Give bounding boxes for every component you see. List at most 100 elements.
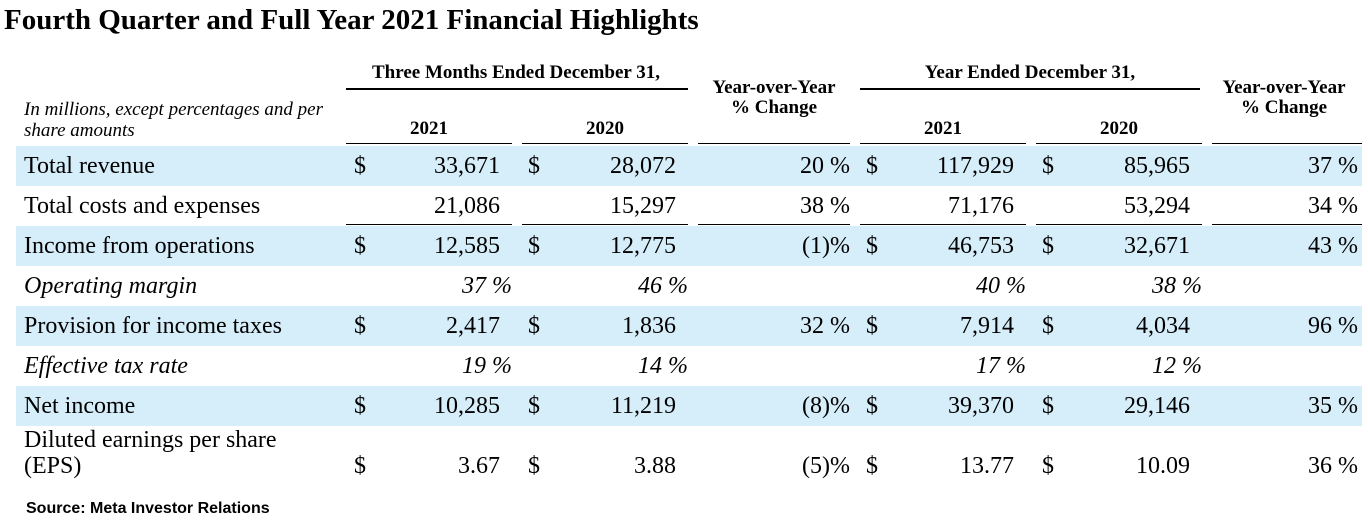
cell-q-2021: 19 % [462,353,512,379]
cell-q-yoy: 20 % [800,153,850,179]
subtotal-rule [1212,224,1362,225]
currency-sign: $ [1042,393,1054,419]
rule-q-yoy [698,143,850,144]
currency-sign: $ [354,233,366,259]
cell-y-yoy: 96 % [1308,313,1358,339]
currency-sign: $ [354,453,366,479]
currency-sign: $ [866,393,878,419]
cell-q-2021: 33,671 [434,153,500,179]
cell-q-2020: 46 % [638,273,688,299]
row-band [16,306,1362,346]
header-three-months-rule [346,88,688,90]
source-note: Source: Meta Investor Relations [26,500,270,517]
cell-y-2020: 10.09 [1136,453,1190,479]
table-row: Total revenue $ 33,671 $ 28,072 20 % $ 1… [0,146,1368,186]
currency-sign: $ [1042,153,1054,179]
header-quarter-yoy: Year-over-Year % Change [712,77,836,118]
row-band [16,146,1362,186]
cell-q-2020: 11,219 [610,393,676,419]
cell-q-2020: 28,072 [610,153,676,179]
subtotal-rule [346,224,512,225]
cell-y-yoy: 37 % [1308,153,1358,179]
cell-q-2020: 3.88 [634,453,676,479]
subtotal-rule [860,224,1026,225]
page-title: Fourth Quarter and Full Year 2021 Financ… [4,4,699,36]
subtotal-rule [522,224,688,225]
currency-sign: $ [528,313,540,339]
row-label: Effective tax rate [24,353,188,379]
row-label: Income from operations [24,233,255,259]
cell-q-2021: 3.67 [458,453,500,479]
currency-sign: $ [866,313,878,339]
header-annual-yoy: Year-over-Year % Change [1222,77,1346,118]
table-row: Provision for income taxes $ 2,417 $ 1,8… [0,306,1368,346]
subtotal-rule [698,224,850,225]
cell-y-2021: 40 % [976,273,1026,299]
cell-q-yoy: (8)% [802,393,850,419]
header-year-ended: Year Ended December 31, [924,62,1136,83]
header-y-2020: 2020 [1100,118,1138,139]
cell-q-yoy: 38 % [800,193,850,219]
currency-sign: $ [866,153,878,179]
table-row: Effective tax rate 19 % 14 % 17 % 12 % [0,346,1368,386]
row-band [16,226,1362,266]
row-band [16,386,1362,426]
rule-y-yoy [1212,143,1362,144]
cell-y-2021: 39,370 [948,393,1014,419]
currency-sign: $ [1042,233,1054,259]
currency-sign: $ [354,313,366,339]
cell-q-2021: 37 % [462,273,512,299]
cell-q-2020: 12,775 [610,233,676,259]
cell-q-2021: 21,086 [434,193,500,219]
table-row: Diluted earnings per share (EPS) $ 3.67 … [0,426,1368,492]
cell-q-2021: 10,285 [434,393,500,419]
rule-y-2020 [1036,143,1202,144]
cell-y-yoy: 35 % [1308,393,1358,419]
currency-sign: $ [528,393,540,419]
currency-sign: $ [528,453,540,479]
cell-y-2020: 32,671 [1124,233,1190,259]
row-label: Operating margin [24,273,198,299]
cell-q-2021: 12,585 [434,233,500,259]
currency-sign: $ [866,233,878,259]
cell-y-2020: 4,034 [1136,313,1190,339]
cell-y-2021: 117,929 [936,153,1014,179]
header-q-2020: 2020 [586,118,624,139]
row-label: Total costs and expenses [24,193,261,219]
currency-sign: $ [1042,313,1054,339]
cell-y-2020: 53,294 [1124,193,1190,219]
currency-sign: $ [528,233,540,259]
cell-q-2021: 2,417 [446,313,500,339]
row-label: Net income [24,393,136,419]
cell-q-yoy: (5)% [802,453,850,479]
cell-q-2020: 14 % [638,353,688,379]
cell-y-2021: 46,753 [948,233,1014,259]
cell-y-2021: 71,176 [948,193,1014,219]
row-label-continuation: (EPS) [24,453,82,479]
cell-y-yoy: 43 % [1308,233,1358,259]
cell-q-yoy: 32 % [800,313,850,339]
cell-y-2021: 13.77 [960,453,1014,479]
table-row: Net income $ 10,285 $ 11,219 (8)% $ 39,3… [0,386,1368,426]
table-row: Total costs and expenses 21,086 15,297 3… [0,186,1368,226]
units-note: In millions, except percentages and per … [24,99,323,141]
cell-y-yoy: 34 % [1308,193,1358,219]
header-q-2021: 2021 [410,118,448,139]
row-label: Provision for income taxes [24,313,282,339]
header-y-2021: 2021 [924,118,962,139]
rule-y-2021 [860,143,1026,144]
row-label: Diluted earnings per share [24,427,277,453]
cell-y-2020: 38 % [1152,273,1202,299]
cell-q-yoy: (1)% [802,233,850,259]
rule-q-2021 [346,143,512,144]
currency-sign: $ [354,153,366,179]
cell-y-2021: 17 % [976,353,1026,379]
table-row: Operating margin 37 % 46 % 40 % 38 % [0,266,1368,306]
header-year-ended-rule [860,88,1200,90]
cell-q-2020: 15,297 [610,193,676,219]
cell-y-2020: 85,965 [1124,153,1190,179]
cell-y-yoy: 36 % [1308,453,1358,479]
subtotal-rule [1036,224,1202,225]
currency-sign: $ [866,453,878,479]
cell-y-2020: 29,146 [1124,393,1190,419]
